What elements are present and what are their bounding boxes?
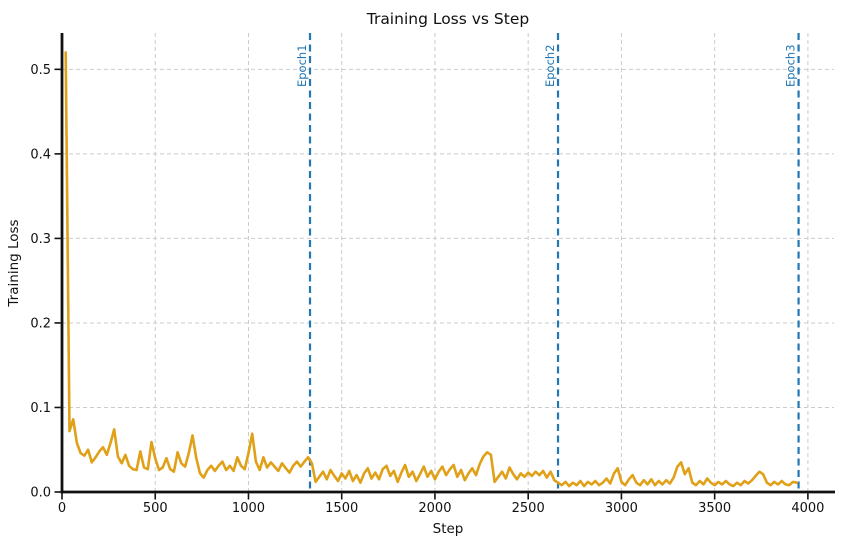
y-tick-label: 0.2 — [30, 316, 51, 331]
x-tick-label: 3500 — [698, 501, 731, 516]
x-tick-label: 2500 — [512, 501, 545, 516]
y-tick-label: 0.3 — [30, 232, 51, 247]
training-loss-curve — [64, 51, 799, 488]
epoch-label: Epoch2 — [543, 44, 557, 87]
y-tick-label: 0.5 — [30, 63, 51, 78]
y-tick-label: 0.1 — [30, 401, 51, 416]
epoch-label: Epoch1 — [295, 44, 309, 87]
data-layer: Epoch1 Epoch2 Epoch3 — [64, 33, 800, 492]
x-tick-label: 500 — [143, 501, 168, 516]
y-tick-label: 0.4 — [30, 147, 51, 162]
x-tick-label: 3000 — [605, 501, 638, 516]
grid-layer — [61, 33, 834, 493]
y-axis-label: Training Loss — [6, 219, 22, 307]
x-tick-label: 1500 — [325, 501, 358, 516]
y-tick-label: 0.0 — [30, 486, 51, 501]
axes-layer: 0 500 1000 1500 2000 2500 3000 3500 4000 0.0 0.1 0.… — [30, 33, 835, 516]
x-tick-label: 1000 — [232, 501, 265, 516]
epoch-label: Epoch3 — [784, 44, 798, 87]
x-tick-label: 0 — [58, 501, 66, 516]
x-axis-label: Step — [433, 521, 464, 537]
chart-title: Training Loss vs Step — [366, 10, 529, 28]
x-tick-label: 4000 — [791, 501, 824, 516]
x-tick-label: 2000 — [418, 501, 451, 516]
